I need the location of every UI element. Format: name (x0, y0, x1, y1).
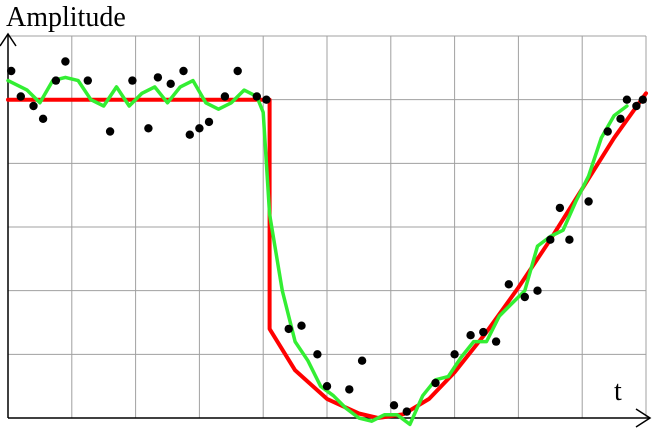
data-point (7, 66, 16, 76)
data-point (105, 127, 115, 136)
data-point (616, 114, 625, 124)
data-point (622, 95, 632, 104)
data-point (51, 76, 61, 85)
data-point (16, 92, 25, 101)
data-point (479, 327, 488, 337)
data-point (450, 350, 459, 359)
data-point (153, 73, 163, 82)
y-axis-arrow (0, 32, 17, 47)
data-point (204, 117, 214, 127)
data-point (603, 127, 612, 136)
data-point (29, 101, 38, 111)
data-point (166, 79, 175, 89)
data-point (262, 95, 271, 104)
data-point (144, 124, 153, 133)
data-point (61, 57, 70, 66)
data-point (431, 378, 440, 388)
data-point (584, 197, 593, 206)
data-point (233, 66, 242, 76)
data-point (466, 331, 475, 340)
grid (7, 35, 647, 419)
scatter-points (7, 57, 647, 416)
data-point (504, 280, 513, 289)
data-point (389, 401, 399, 410)
data-point (520, 292, 529, 302)
data-point (555, 203, 565, 213)
data-point (179, 66, 188, 76)
data-point (297, 321, 306, 330)
data-point (185, 130, 194, 139)
data-point (195, 124, 204, 133)
data-point (313, 350, 322, 359)
data-point (546, 235, 555, 244)
data-point (491, 337, 501, 346)
smoothed-line (6, 75, 629, 427)
y-axis-label: Amplitude (6, 2, 126, 33)
data-point (322, 382, 332, 391)
data-point (284, 324, 293, 334)
axes (0, 32, 652, 428)
data-point (220, 92, 230, 101)
data-point (533, 286, 542, 295)
data-point (638, 95, 647, 104)
data-point (345, 385, 354, 394)
data-point (402, 407, 411, 416)
x-axis-arrow (635, 408, 652, 428)
data-point (252, 92, 261, 101)
series-group (6, 75, 648, 427)
data-point (565, 235, 574, 244)
data-point (83, 76, 93, 85)
x-axis-label: t (614, 376, 622, 407)
data-point (632, 101, 641, 111)
data-point (38, 114, 48, 124)
data-point (128, 76, 137, 85)
data-point (357, 356, 367, 365)
